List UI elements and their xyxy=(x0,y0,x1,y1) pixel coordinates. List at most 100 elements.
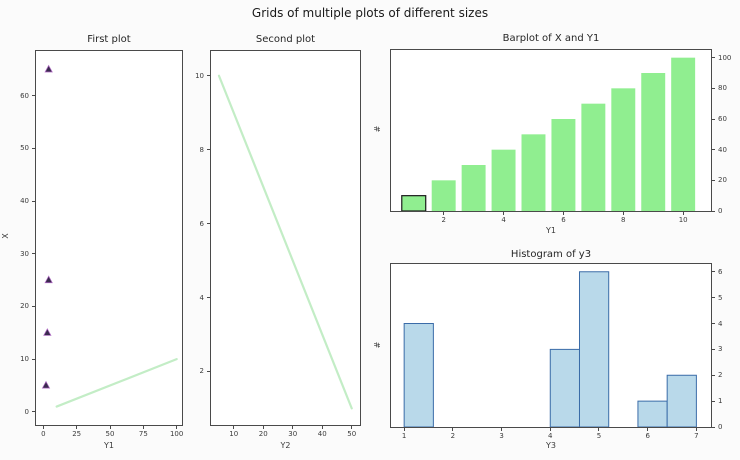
y-tick-mark xyxy=(712,374,715,376)
scatter-marker xyxy=(44,64,53,73)
x-tick-mark xyxy=(351,426,353,429)
hist-bin-9 xyxy=(666,374,697,427)
y-tick-label: 20 xyxy=(718,176,727,185)
x-tick-mark xyxy=(549,428,551,431)
data-line xyxy=(55,358,178,408)
x-tick-label: 25 xyxy=(72,430,82,438)
y-tick-mark xyxy=(32,305,35,307)
x-tick-label: 6 xyxy=(645,432,650,440)
x-tick-label: 1 xyxy=(401,432,407,440)
hist-bin-5 xyxy=(549,348,580,427)
histogram-axes xyxy=(390,263,712,428)
y-tick-label: 6 xyxy=(718,267,723,276)
bar-6 xyxy=(551,119,576,211)
x-tick-label: 10 xyxy=(678,216,688,224)
y-tick-mark xyxy=(32,200,35,202)
x-tick-label: 30 xyxy=(288,430,298,438)
x-tick-mark xyxy=(262,426,264,429)
y-tick-mark xyxy=(712,400,715,402)
y-tick-label: 60 xyxy=(20,91,29,100)
second-plot-xlabel: Y2 xyxy=(280,441,291,450)
x-tick-label: 2 xyxy=(441,216,446,224)
barplot-axes xyxy=(390,49,712,212)
x-tick-mark xyxy=(501,428,503,431)
bar-4 xyxy=(491,149,516,211)
y-tick-label: 60 xyxy=(718,115,727,123)
y-tick-label: 0 xyxy=(24,407,29,416)
x-tick-mark xyxy=(176,426,178,429)
first-plot-title: First plot xyxy=(87,34,131,45)
y-tick-mark xyxy=(207,297,210,298)
x-tick-mark xyxy=(292,426,294,429)
y-tick-label: 4 xyxy=(718,319,723,328)
scatter-marker xyxy=(41,380,51,389)
histogram-title: Histogram of y3 xyxy=(510,249,592,260)
x-tick-label: 50 xyxy=(347,430,357,438)
y-tick-mark xyxy=(32,147,35,149)
x-tick-mark xyxy=(598,428,600,431)
x-tick-label: 100 xyxy=(169,430,184,438)
y-tick-label: 50 xyxy=(20,144,29,153)
x-tick-label: 0 xyxy=(41,430,46,438)
y-tick-label: 2 xyxy=(718,371,723,380)
x-tick-label: 4 xyxy=(501,216,506,224)
hist-bin-6 xyxy=(578,271,610,427)
y-tick-label: 0 xyxy=(718,423,723,431)
y-tick-mark xyxy=(712,297,715,299)
y-tick-label: 10 xyxy=(195,71,204,80)
first-plot-xlabel: Y1 xyxy=(104,441,114,450)
barplot-xlabel: Y1 xyxy=(546,226,556,235)
second-plot-canvas xyxy=(217,74,353,410)
y-tick-mark xyxy=(207,223,210,225)
y-tick-label: 3 xyxy=(718,345,723,354)
y-tick-label: 20 xyxy=(20,302,29,311)
y-tick-mark xyxy=(207,370,210,372)
histogram-canvas xyxy=(403,271,697,427)
second-plot-title: Second plot xyxy=(255,34,316,45)
y-tick-mark xyxy=(32,358,35,360)
y-tick-mark xyxy=(207,149,210,151)
x-tick-mark xyxy=(647,428,649,431)
histogram-xlabel: Y3 xyxy=(546,441,556,450)
y-tick-label: 1 xyxy=(718,397,723,406)
y-tick-label: 6 xyxy=(199,219,204,228)
second-plot-axes xyxy=(210,50,361,426)
y-tick-mark xyxy=(712,57,715,59)
x-tick-label: 50 xyxy=(105,430,115,438)
y-tick-label: 8 xyxy=(199,145,204,154)
y-tick-label: 4 xyxy=(199,293,204,302)
first-plot-ylabel: X xyxy=(1,233,10,239)
barplot-canvas xyxy=(401,57,696,211)
x-tick-label: 20 xyxy=(258,430,268,438)
x-tick-mark xyxy=(695,428,697,431)
y-tick-mark xyxy=(712,118,715,120)
x-tick-label: 8 xyxy=(621,216,626,224)
data-line xyxy=(217,74,353,410)
bar-2 xyxy=(431,180,456,211)
x-tick-label: 3 xyxy=(499,432,504,440)
x-tick-mark xyxy=(452,428,454,431)
x-tick-mark xyxy=(109,426,111,429)
x-tick-mark xyxy=(233,426,235,429)
y-tick-mark xyxy=(207,75,210,77)
bar-9 xyxy=(641,73,666,211)
y-tick-mark xyxy=(712,348,715,350)
y-tick-mark xyxy=(32,95,35,97)
y-tick-mark xyxy=(712,179,715,181)
y-tick-label: 100 xyxy=(718,53,732,62)
x-tick-label: 5 xyxy=(596,432,602,440)
x-tick-mark xyxy=(76,426,78,429)
x-tick-label: 10 xyxy=(229,430,239,438)
bar-10 xyxy=(671,57,696,211)
hist-bin-0 xyxy=(403,323,434,427)
x-tick-label: 6 xyxy=(561,216,566,224)
bar-1 xyxy=(401,195,427,211)
x-tick-mark xyxy=(503,212,505,215)
y-tick-label: 2 xyxy=(199,367,204,376)
first-plot-axes xyxy=(35,50,183,426)
y-tick-mark xyxy=(32,253,35,255)
figure-suptitle: Grids of multiple plots of different siz… xyxy=(251,6,489,20)
y-tick-mark xyxy=(712,426,715,428)
x-tick-label: 7 xyxy=(694,432,699,440)
